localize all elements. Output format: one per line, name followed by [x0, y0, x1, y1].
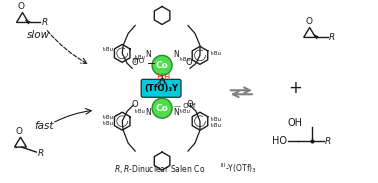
- Polygon shape: [25, 19, 31, 25]
- Text: HO: HO: [272, 136, 287, 146]
- Text: Co: Co: [156, 104, 169, 113]
- Polygon shape: [313, 33, 319, 39]
- Text: t-Bu: t-Bu: [103, 47, 114, 52]
- Text: t-Bu: t-Bu: [211, 117, 222, 122]
- Text: R: R: [37, 149, 44, 158]
- Text: $\mathregular{^{III}}$-Y(OTf)$_3$: $\mathregular{^{III}}$-Y(OTf)$_3$: [220, 161, 257, 175]
- Text: TfO: TfO: [132, 58, 144, 64]
- Text: — OTf: — OTf: [174, 103, 195, 109]
- Circle shape: [152, 55, 172, 75]
- Text: O: O: [187, 100, 193, 109]
- Text: O: O: [18, 3, 25, 12]
- Text: N: N: [145, 108, 151, 117]
- Circle shape: [152, 98, 172, 118]
- Text: $\it{R,R}$-Dinuclear Salen Co: $\it{R,R}$-Dinuclear Salen Co: [115, 163, 206, 175]
- Text: t-Bu: t-Bu: [103, 115, 114, 120]
- Text: O: O: [132, 58, 138, 67]
- Text: +: +: [288, 79, 302, 97]
- Text: OH: OH: [287, 118, 302, 128]
- Text: H: H: [156, 73, 162, 82]
- Text: t-Bu: t-Bu: [180, 109, 191, 114]
- Text: O: O: [159, 78, 166, 87]
- Text: fast: fast: [35, 121, 54, 131]
- Text: (TfO)₃Y: (TfO)₃Y: [144, 84, 178, 93]
- Text: R: R: [328, 33, 335, 42]
- Text: O: O: [16, 127, 23, 136]
- Text: O: O: [132, 100, 138, 109]
- Text: R: R: [42, 18, 48, 27]
- Text: t-Bu: t-Bu: [103, 121, 114, 126]
- Text: t-Bu: t-Bu: [135, 55, 146, 60]
- Text: H: H: [163, 73, 169, 82]
- Text: O: O: [305, 17, 312, 27]
- Text: t-Bu: t-Bu: [211, 123, 222, 128]
- Text: N: N: [145, 50, 151, 59]
- Text: t-Bu: t-Bu: [135, 109, 146, 114]
- Text: R: R: [325, 137, 331, 146]
- FancyBboxPatch shape: [141, 79, 181, 97]
- Text: N: N: [173, 50, 179, 59]
- Text: N: N: [173, 108, 179, 117]
- Text: t-Bu: t-Bu: [180, 57, 191, 62]
- Text: Co: Co: [156, 61, 169, 70]
- Text: slow: slow: [27, 30, 50, 40]
- Text: t-Bu: t-Bu: [211, 51, 222, 56]
- Text: O: O: [186, 58, 192, 67]
